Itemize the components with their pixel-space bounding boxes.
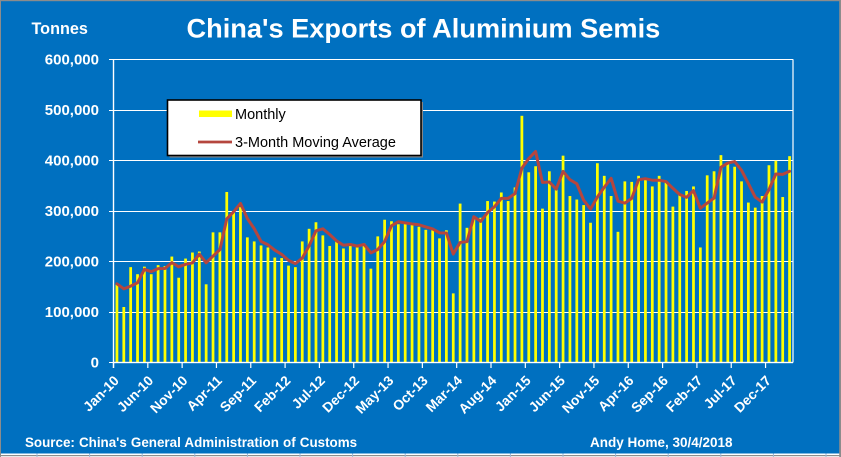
svg-text:600,000: 600,000 [45, 52, 99, 69]
svg-text:200,000: 200,000 [45, 254, 99, 271]
svg-text:Source: China's General Admini: Source: China's General Administration o… [25, 435, 357, 450]
svg-text:0: 0 [91, 354, 99, 371]
svg-text:Monthly: Monthly [235, 107, 287, 123]
svg-text:400,000: 400,000 [45, 153, 99, 170]
svg-text:Andy Home, 30/4/2018: Andy Home, 30/4/2018 [590, 435, 733, 450]
svg-text:3-Month Moving Average: 3-Month Moving Average [235, 135, 396, 151]
svg-text:Tonnes: Tonnes [32, 20, 88, 38]
svg-text:500,000: 500,000 [45, 102, 99, 119]
svg-text:China's Exports of Aluminium S: China's Exports of Aluminium Semis [187, 13, 661, 44]
svg-text:100,000: 100,000 [45, 304, 99, 321]
svg-text:300,000: 300,000 [45, 203, 99, 220]
